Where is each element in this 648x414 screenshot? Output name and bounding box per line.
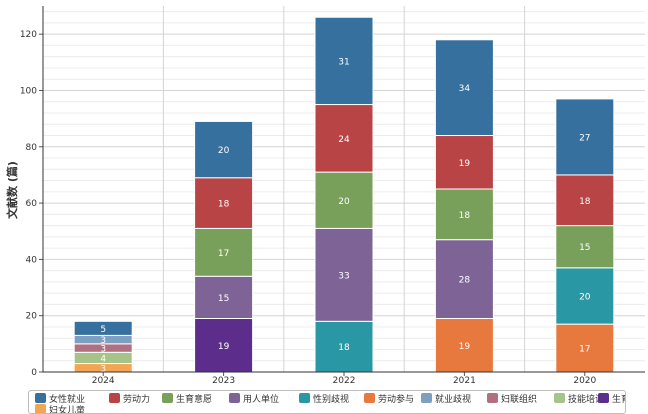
legend-item: 生育政策 xyxy=(598,392,625,405)
chart-legend: 女性就业 劳动力 生育意愿 用人单位 性别歧视 劳动参与 就业歧视 妇联组织 技能培训生育政策妇… xyxy=(28,390,626,414)
bar-segment xyxy=(194,275,254,320)
bar-segment xyxy=(434,39,494,137)
legend-label: 生育政策 xyxy=(612,394,625,405)
legend-item: 妇联组织 xyxy=(487,392,538,405)
legend-swatch xyxy=(364,393,375,403)
bar-segment xyxy=(555,98,615,176)
bar-segment xyxy=(555,225,615,269)
data-label: 24 xyxy=(338,135,350,145)
data-label: 28 xyxy=(459,276,471,286)
legend-swatch xyxy=(299,393,310,403)
legend-item: 妇女儿童 xyxy=(35,403,86,414)
y-tick-label: 40 xyxy=(26,255,38,265)
data-label: 20 xyxy=(218,146,230,156)
legend-swatch xyxy=(487,393,498,403)
legend-item: 生育意愿 xyxy=(162,392,213,405)
data-label: 3 xyxy=(100,364,106,374)
data-label: 15 xyxy=(579,243,590,253)
legend-item: 用人单位 xyxy=(229,392,280,405)
data-label: 20 xyxy=(338,197,350,207)
x-tick-label: 2022 xyxy=(333,376,356,386)
data-label: 19 xyxy=(459,342,471,352)
legend-swatch xyxy=(109,393,120,403)
legend-label: 就业歧视 xyxy=(435,394,472,405)
x-tick-label: 2021 xyxy=(453,376,476,386)
y-tick-label: 80 xyxy=(26,143,38,153)
legend-label: 技能培训 xyxy=(568,394,605,405)
x-tick-label: 2020 xyxy=(573,376,596,386)
y-tick-label: 120 xyxy=(20,30,37,40)
y-tick-label: 0 xyxy=(31,368,37,378)
data-label: 15 xyxy=(218,294,229,304)
data-label: 31 xyxy=(338,57,349,67)
bar-segment xyxy=(434,239,494,320)
data-label: 5 xyxy=(100,325,106,335)
bars: 3433519151718201833202431192818193417201… xyxy=(73,16,615,374)
legend-swatch xyxy=(554,393,565,403)
data-label: 18 xyxy=(459,211,471,221)
legend-swatch xyxy=(35,404,46,413)
legend-label: 用人单位 xyxy=(243,394,280,405)
legend-item: 劳动参与 xyxy=(364,392,415,405)
data-label: 19 xyxy=(459,159,471,169)
x-tick-label: 2023 xyxy=(212,376,235,386)
stacked-bar-chart: 3433519151718201833202431192818193417201… xyxy=(5,6,645,386)
data-label: 34 xyxy=(459,84,471,94)
y-axis-label: 文献数 (篇) xyxy=(5,161,19,219)
data-label: 4 xyxy=(100,354,106,364)
legend-swatch xyxy=(421,393,432,403)
data-label: 3 xyxy=(100,345,106,355)
data-label: 33 xyxy=(338,271,349,281)
bar-segment xyxy=(314,104,374,173)
y-tick-label: 60 xyxy=(26,199,38,209)
data-label: 17 xyxy=(579,345,590,355)
bar-segment xyxy=(73,320,133,336)
bar-segment xyxy=(314,16,374,106)
data-label: 3 xyxy=(100,336,106,346)
legend-item: 女性就业 xyxy=(35,392,86,405)
bar-segment xyxy=(314,171,374,229)
legend-item: 劳动力 xyxy=(109,392,151,405)
bar-segment xyxy=(555,323,615,373)
legend-swatch xyxy=(35,393,46,403)
bar-segment xyxy=(194,318,254,373)
y-tick-label: 100 xyxy=(20,86,37,96)
data-label: 18 xyxy=(338,343,350,353)
bar-segment xyxy=(194,227,254,277)
data-label: 20 xyxy=(579,292,591,302)
legend-swatch xyxy=(162,393,173,403)
data-label: 18 xyxy=(218,200,230,210)
bar-segment xyxy=(434,135,494,190)
data-label: 17 xyxy=(218,249,229,259)
legend-item: 就业歧视 xyxy=(421,392,472,405)
bar-segment xyxy=(314,227,374,322)
bar-segment xyxy=(555,267,615,325)
y-tick-label: 20 xyxy=(26,312,38,322)
legend-label: 妇女儿童 xyxy=(49,405,86,414)
legend-label: 妇联组织 xyxy=(501,394,538,405)
legend-swatch xyxy=(598,393,609,403)
legend-label: 劳动参与 xyxy=(378,394,415,405)
x-tick-label: 2024 xyxy=(92,376,115,386)
data-label: 19 xyxy=(218,342,230,352)
data-label: 18 xyxy=(579,197,591,207)
legend-swatch xyxy=(229,393,240,403)
bar-segment xyxy=(194,120,254,179)
legend-label: 女性就业 xyxy=(49,394,86,405)
legend-label: 生育意愿 xyxy=(176,394,213,405)
legend-label: 性别歧视 xyxy=(313,394,350,405)
data-label: 27 xyxy=(579,133,590,143)
bar-segment xyxy=(314,320,374,373)
legend-label: 劳动力 xyxy=(123,394,151,405)
legend-item: 技能培训 xyxy=(554,392,605,405)
legend-item: 性别歧视 xyxy=(299,392,350,405)
